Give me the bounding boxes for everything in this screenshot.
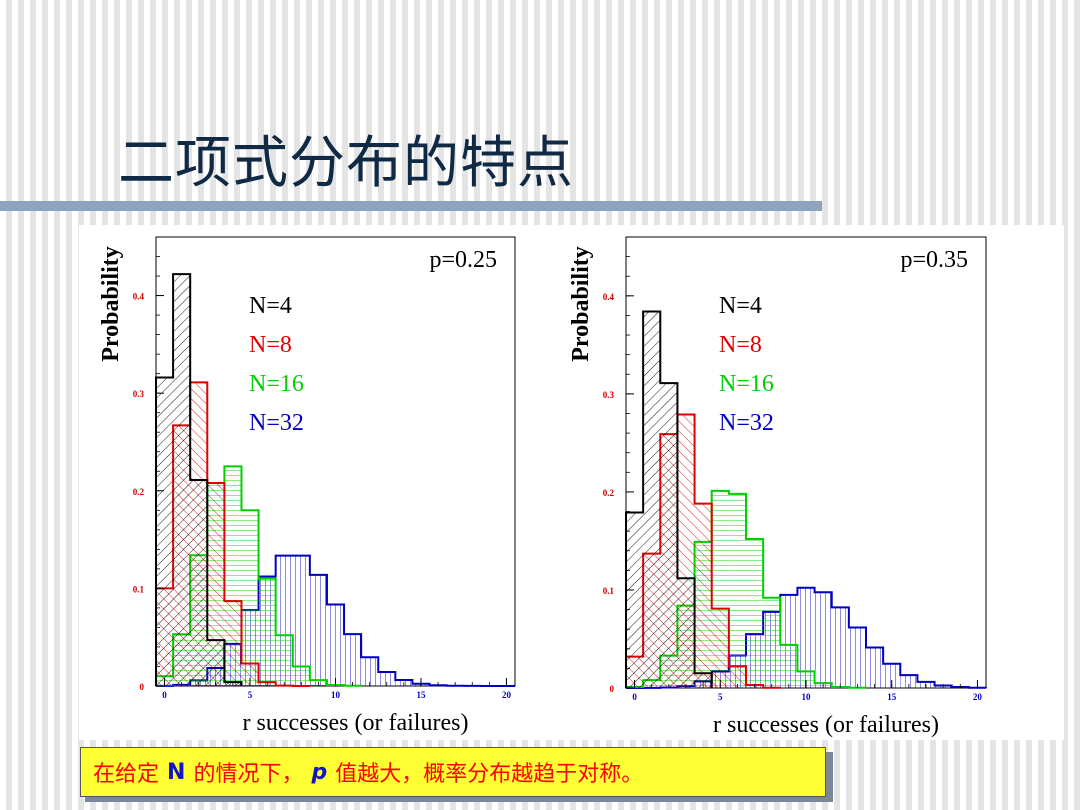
bar-n16-r6 bbox=[258, 578, 276, 686]
bar-n4-r2 bbox=[660, 383, 678, 688]
x-tick-label: 20 bbox=[502, 690, 512, 700]
x-tick-label: 5 bbox=[718, 692, 723, 702]
y-tick-label: 0 bbox=[610, 684, 615, 694]
y-tick-label: 0.3 bbox=[133, 389, 145, 399]
x-tick-label: 0 bbox=[162, 690, 167, 700]
step-outline bbox=[155, 273, 243, 686]
p-annotation: p=0.25 bbox=[429, 247, 497, 273]
bar-n32-r12 bbox=[831, 607, 849, 688]
bar-n16-r6 bbox=[728, 493, 746, 688]
legend-n32: N=32 bbox=[249, 410, 304, 436]
x-tick-label: 5 bbox=[248, 690, 253, 700]
bar-n32-r14 bbox=[866, 647, 884, 688]
x-tick-label: 20 bbox=[973, 692, 983, 702]
x-tick-label: 10 bbox=[331, 690, 341, 700]
legend-n16: N=16 bbox=[719, 371, 774, 397]
bar-n16-r8 bbox=[763, 597, 781, 688]
legend-n32: N=32 bbox=[719, 410, 774, 436]
y-tick-label: 0.2 bbox=[603, 488, 615, 498]
bar-n8-r5 bbox=[711, 608, 729, 688]
caption-box: 在给定 N 的情况下， p 值越大，概率分布越趋于对称。 bbox=[80, 747, 826, 797]
title-underline bbox=[0, 201, 822, 211]
bar-n8-r6 bbox=[728, 666, 746, 688]
bar-n16-r7 bbox=[275, 635, 293, 686]
caption-text-3: 值越大，概率分布越趋于对称。 bbox=[335, 762, 644, 787]
caption-var-p: p bbox=[311, 759, 328, 785]
bar-n8-r3 bbox=[207, 482, 225, 686]
series-n4 bbox=[625, 310, 713, 688]
bar-n32-r13 bbox=[378, 671, 396, 686]
bar-n32-r12 bbox=[361, 657, 379, 686]
y-tick-label: 0.4 bbox=[603, 292, 615, 302]
legend-n16: N=16 bbox=[249, 371, 304, 397]
bar-n32-r9 bbox=[309, 574, 327, 686]
p-annotation: p=0.35 bbox=[900, 247, 968, 273]
bar-n8-r5 bbox=[241, 663, 259, 686]
caption-text-2: 的情况下， bbox=[193, 762, 304, 787]
bar-n4-r4 bbox=[694, 673, 712, 688]
x-axis-label: r successes (or failures) bbox=[713, 712, 939, 738]
bar-n32-r13 bbox=[848, 627, 866, 688]
step-outline bbox=[625, 310, 713, 688]
histogram-chart-2: 0 0.1 0.2 0.3 0.4 0 5 10 15 20 r successes (or fai… bbox=[568, 236, 987, 738]
series-n4 bbox=[155, 273, 243, 686]
x-axis-label: r successes (or failures) bbox=[243, 710, 469, 736]
y-tick-label: 0 bbox=[140, 682, 145, 692]
caption-text-1: 在给定 bbox=[93, 762, 160, 787]
bar-n4-r1 bbox=[643, 311, 661, 688]
bar-n32-r16 bbox=[900, 675, 918, 688]
bar-n32-r11 bbox=[344, 634, 362, 686]
y-tick-label: 0.1 bbox=[603, 586, 615, 596]
bar-n4-r2 bbox=[190, 480, 208, 686]
bar-n32-r10 bbox=[797, 587, 815, 688]
bar-n4-r0 bbox=[156, 377, 174, 686]
bar-n4-r1 bbox=[173, 274, 191, 686]
legend-n4: N=4 bbox=[719, 293, 762, 319]
x-tick-label: 0 bbox=[632, 692, 637, 702]
bar-n16-r10 bbox=[797, 671, 815, 688]
slide-title: 二项式分布的特点 bbox=[118, 131, 574, 196]
bar-n16-r5 bbox=[241, 510, 259, 686]
bar-n16-r9 bbox=[780, 644, 798, 688]
bar-n4-r3 bbox=[677, 578, 695, 688]
legend-n8: N=8 bbox=[719, 332, 762, 358]
y-tick-label: 0.4 bbox=[133, 292, 145, 302]
bar-n32-r8 bbox=[292, 555, 310, 686]
bar-n16-r7 bbox=[746, 538, 764, 688]
legend-n4: N=4 bbox=[249, 293, 292, 319]
bar-n4-r3 bbox=[207, 640, 225, 686]
y-tick-label: 0.1 bbox=[133, 584, 145, 594]
bar-n32-r10 bbox=[326, 604, 345, 686]
histogram-chart-1: 0 0.1 0.2 0.3 0.4 0 5 10 15 20 r successes (or fai… bbox=[98, 236, 516, 736]
x-tick-label: 15 bbox=[887, 692, 897, 702]
bar-n8-r4 bbox=[694, 503, 712, 688]
y-tick-label: 0.2 bbox=[133, 487, 145, 497]
caption-var-n: N bbox=[167, 759, 186, 785]
y-axis-label: Probability bbox=[98, 246, 124, 362]
bar-n32-r15 bbox=[883, 663, 901, 688]
bar-n4-r0 bbox=[626, 512, 644, 688]
x-tick-label: 15 bbox=[416, 690, 426, 700]
legend-n8: N=8 bbox=[249, 332, 292, 358]
bar-n32-r11 bbox=[814, 592, 832, 688]
y-axis-label: Probability bbox=[568, 246, 594, 362]
bar-n16-r8 bbox=[292, 666, 310, 686]
bar-n8-r4 bbox=[224, 601, 242, 686]
x-tick-label: 10 bbox=[802, 692, 812, 702]
y-tick-label: 0.3 bbox=[603, 390, 615, 400]
